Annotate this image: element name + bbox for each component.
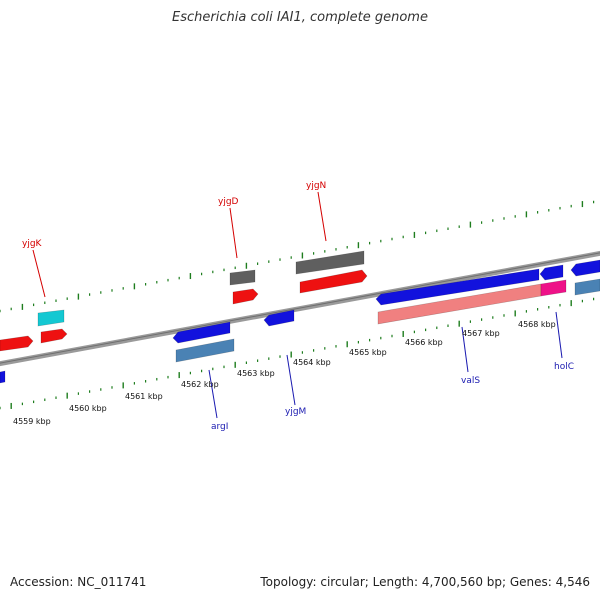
leader-yjgD	[229, 207, 238, 259]
scale-label: 4568 kbp	[518, 320, 556, 329]
scale-label: 4563 kbp	[237, 369, 275, 378]
feature-holC-blue	[539, 264, 564, 281]
feature-outer-1	[0, 335, 34, 352]
gene-label-yjgM: yjgM	[285, 407, 306, 417]
scale-label: 4566 kbp	[405, 338, 443, 347]
leader-argI	[208, 369, 218, 419]
feature-yjgM-blue	[263, 309, 295, 327]
leader-yjgM	[286, 354, 296, 406]
leader-valS	[461, 326, 469, 373]
feature-yjgD-red	[232, 288, 259, 305]
gene-label-yjgK: yjgK	[22, 239, 43, 249]
genome-summary-label: Topology: circular; Length: 4,700,560 bp…	[260, 575, 590, 589]
gene-label-valS: valS	[461, 376, 480, 386]
feature-valS-blue	[375, 268, 540, 306]
feature-yjgK-cyan	[37, 309, 65, 327]
feature-yjgN-red	[299, 269, 368, 294]
gene-label-argI: argI	[211, 422, 228, 432]
feature-yjgN-grey	[295, 250, 365, 275]
leader-holC	[555, 311, 563, 359]
feature-holC-magenta	[540, 279, 567, 297]
accession-label: Accession: NC_011741	[10, 575, 147, 589]
genome-backbone	[0, 250, 600, 367]
feature-right-blue	[570, 259, 600, 277]
leader-yjgK	[32, 249, 46, 298]
scale-label: 4559 kbp	[13, 417, 51, 426]
feature-yjgD-grey	[229, 269, 256, 286]
scale-label: 4565 kbp	[349, 348, 387, 357]
scale-label: 4560 kbp	[69, 404, 107, 413]
scale-label: 4567 kbp	[462, 329, 500, 338]
scale-label: 4562 kbp	[181, 380, 219, 389]
gene-label-holC: holC	[554, 362, 574, 372]
feature-inner-edge	[0, 370, 6, 384]
feature-argI-blue	[172, 321, 231, 344]
feature-argI-steel	[175, 338, 235, 363]
tick-track-outer	[0, 200, 595, 313]
gene-label-yjgD: yjgD	[218, 197, 239, 207]
figure-title: Escherichia coli IAI1, complete genome	[172, 10, 428, 25]
gene-label-yjgN: yjgN	[306, 181, 326, 191]
scale-label: 4564 kbp	[293, 358, 331, 367]
scale-label: 4561 kbp	[125, 392, 163, 401]
tick-track-inner	[0, 297, 595, 410]
feature-right-steel	[574, 278, 600, 296]
feature-yjgK-red	[40, 328, 68, 344]
leader-yjgN	[317, 191, 327, 242]
